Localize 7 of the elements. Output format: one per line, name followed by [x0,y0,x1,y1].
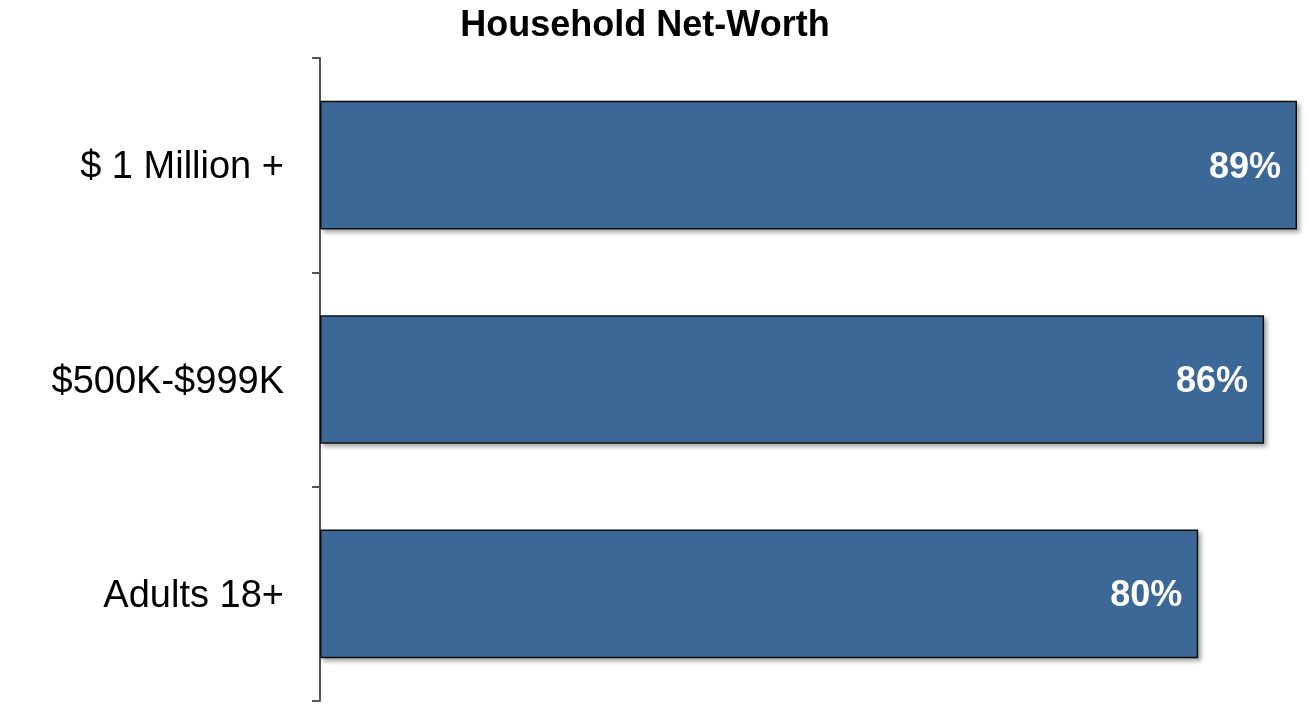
data-label: 86% [1176,359,1249,400]
data-label: 89% [1208,144,1281,186]
chart-title: Household Net-Worth [460,2,830,44]
data-label: 80% [1110,573,1183,615]
y-tick-label: $500K-$999K [51,358,284,401]
y-tick-label: Adults 18+ [103,572,284,615]
y-tick-label: $ 1 Million + [80,144,284,187]
